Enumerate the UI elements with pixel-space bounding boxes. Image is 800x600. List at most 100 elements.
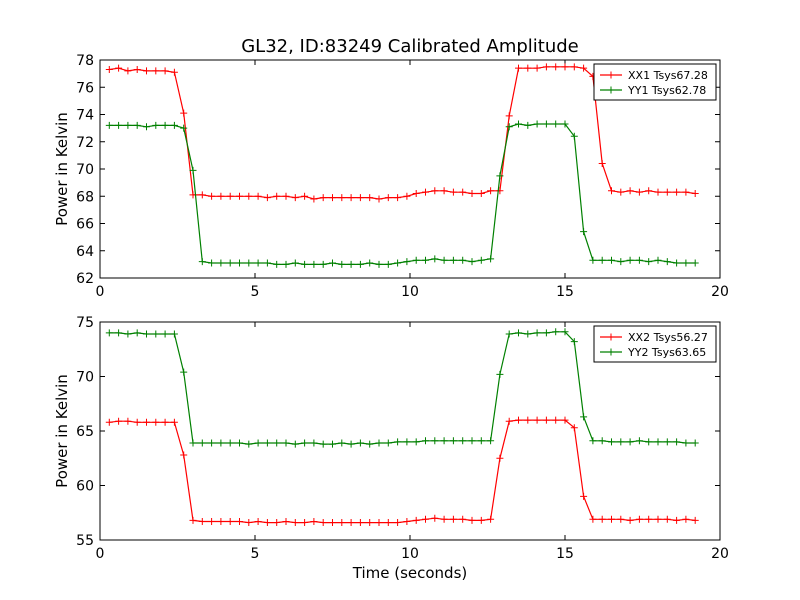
- data-point: [124, 330, 132, 338]
- data-point: [533, 416, 541, 424]
- data-point: [329, 259, 336, 267]
- legend: XX1 Tsys67.28 YY1 Tsys62.78: [593, 63, 717, 101]
- data-point: [245, 519, 253, 527]
- data-point: [124, 121, 132, 129]
- data-point: [654, 188, 662, 196]
- data-point: [459, 437, 467, 445]
- data-point: [105, 121, 113, 129]
- data-point: [384, 439, 392, 447]
- data-point: [133, 329, 141, 337]
- data-point: [143, 67, 150, 75]
- data-point: [329, 194, 336, 202]
- data-point: [608, 438, 615, 446]
- data-point: [403, 192, 411, 200]
- data-point: [635, 515, 643, 523]
- x-tick-label: 10: [401, 546, 419, 562]
- data-point: [236, 259, 243, 267]
- data-point: [273, 439, 281, 447]
- data-point: [254, 439, 262, 447]
- data-point: [635, 437, 643, 445]
- legend-marker: [607, 348, 615, 356]
- data-point: [394, 519, 402, 527]
- data-point: [608, 256, 615, 264]
- data-point: [273, 192, 281, 200]
- data-point: [347, 440, 355, 448]
- series-1: [105, 63, 699, 203]
- data-point: [524, 64, 532, 72]
- data-point: [412, 190, 420, 198]
- data-point: [226, 439, 234, 447]
- x-tick-label: 5: [251, 546, 260, 562]
- data-point: [152, 121, 160, 129]
- data-point: [617, 188, 625, 196]
- data-point: [691, 516, 699, 524]
- data-point: [468, 258, 476, 266]
- data-point: [198, 191, 206, 199]
- data-point: [226, 192, 234, 200]
- data-point: [208, 517, 216, 525]
- series-2: [105, 120, 699, 268]
- data-point: [459, 515, 467, 523]
- data-point: [291, 259, 299, 267]
- data-point: [124, 417, 132, 425]
- legend-label: XX2 Tsys56.27: [628, 331, 708, 344]
- data-point: [245, 259, 253, 267]
- y-tick-label: 70: [76, 370, 94, 386]
- data-point: [552, 120, 560, 128]
- data-point: [635, 188, 643, 196]
- data-point: [477, 516, 485, 524]
- y-tick-label: 78: [76, 53, 94, 69]
- data-point: [542, 416, 550, 424]
- data-point: [366, 519, 374, 527]
- data-point: [347, 519, 355, 527]
- data-point: [431, 437, 439, 445]
- data-point: [487, 187, 495, 195]
- data-point: [236, 192, 243, 200]
- data-point: [198, 439, 206, 447]
- data-point: [459, 256, 467, 264]
- subplot-1: GL32, ID:83249 Calibrated Amplitude 0 5 10 1…: [53, 36, 729, 300]
- data-point: [561, 416, 569, 424]
- data-point: [189, 439, 197, 447]
- data-point: [468, 516, 476, 524]
- data-point: [496, 454, 504, 462]
- data-point: [645, 438, 653, 446]
- data-point: [384, 519, 392, 527]
- data-point: [356, 260, 364, 268]
- data-point: [682, 259, 690, 267]
- data-point: [143, 123, 150, 131]
- data-point: [645, 258, 653, 266]
- data-point: [505, 417, 513, 425]
- data-point: [682, 515, 690, 523]
- data-point: [329, 519, 336, 527]
- data-point: [291, 440, 299, 448]
- data-point: [115, 417, 123, 425]
- data-point: [589, 256, 597, 264]
- data-point: [477, 190, 485, 198]
- data-point: [301, 192, 309, 200]
- data-point: [394, 259, 402, 267]
- data-point: [663, 188, 671, 196]
- data-point: [152, 418, 160, 426]
- data-point: [254, 517, 262, 525]
- data-point: [170, 418, 178, 426]
- data-point: [431, 255, 439, 263]
- data-point: [440, 187, 448, 195]
- data-point: [542, 329, 550, 337]
- y-tick-label: 65: [76, 424, 94, 440]
- data-point: [422, 437, 429, 445]
- data-point: [663, 438, 671, 446]
- data-point: [505, 112, 513, 120]
- data-point: [384, 194, 392, 202]
- data-point: [347, 194, 355, 202]
- data-point: [143, 418, 150, 426]
- y-tick-label: 74: [76, 108, 94, 124]
- data-point: [449, 188, 457, 196]
- data-point: [291, 519, 299, 527]
- data-point: [515, 120, 522, 128]
- data-point: [626, 187, 634, 195]
- data-point: [524, 330, 532, 338]
- y-tick-label: 64: [76, 244, 94, 260]
- data-point: [375, 519, 383, 527]
